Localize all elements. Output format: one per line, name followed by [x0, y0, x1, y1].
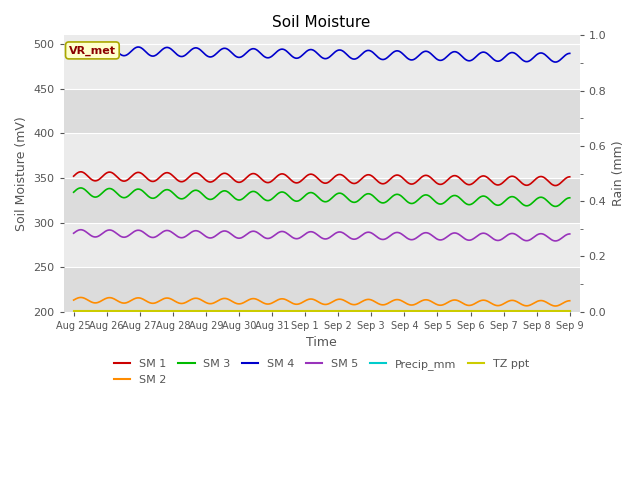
Y-axis label: Rain (mm): Rain (mm) — [612, 141, 625, 206]
Title: Soil Moisture: Soil Moisture — [273, 15, 371, 30]
Bar — [64, 267, 580, 312]
Legend: SM 1, SM 2, SM 3, SM 4, SM 5, Precip_mm, TZ ppt: SM 1, SM 2, SM 3, SM 4, SM 5, Precip_mm,… — [109, 355, 534, 389]
Bar — [64, 178, 580, 223]
Bar — [64, 44, 580, 89]
Bar — [64, 89, 580, 133]
Bar — [64, 133, 580, 178]
Text: VR_met: VR_met — [69, 45, 116, 56]
Bar — [64, 223, 580, 267]
X-axis label: Time: Time — [307, 336, 337, 349]
Y-axis label: Soil Moisture (mV): Soil Moisture (mV) — [15, 116, 28, 231]
